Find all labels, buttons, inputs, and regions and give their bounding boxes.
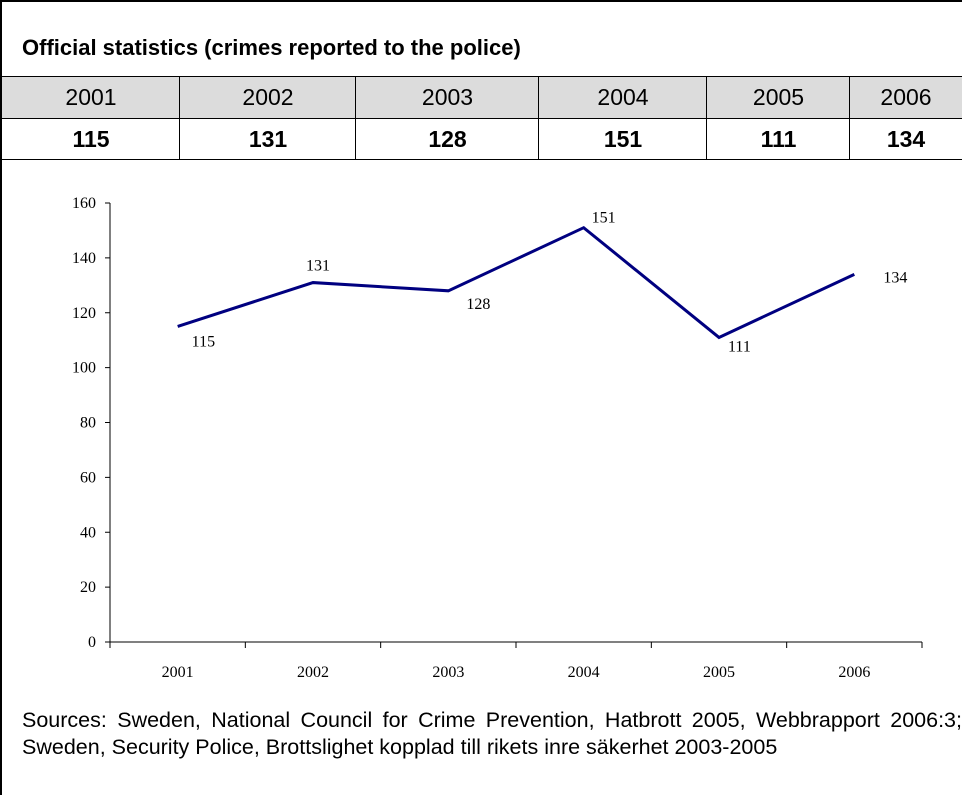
- value-cell: 131: [248, 125, 288, 152]
- table-divider: [706, 77, 707, 160]
- year-cell: 2005: [752, 84, 805, 110]
- data-label: 131: [306, 258, 330, 275]
- sources-note: Sources: Sweden, National Council for Cr…: [22, 708, 962, 759]
- y-tick-label: 100: [72, 360, 96, 377]
- value-cell: 134: [886, 125, 926, 152]
- x-tick-label: 2004: [568, 664, 600, 681]
- x-tick-label: 2003: [432, 664, 464, 681]
- data-label: 111: [728, 338, 751, 355]
- table-divider: [179, 77, 180, 160]
- value-cell: 111: [760, 125, 797, 152]
- x-tick-label: 2002: [297, 664, 329, 681]
- x-tick-label: 2001: [162, 664, 194, 681]
- table-divider: [355, 77, 356, 160]
- y-tick-label: 40: [80, 524, 96, 541]
- line-chart: 0 20 40 60 80 100 120 140 160 2001 2002 2003 2004 200…: [72, 195, 923, 681]
- value-cell: 151: [603, 125, 643, 152]
- y-tick-label: 80: [80, 415, 96, 432]
- data-label: 151: [592, 210, 616, 227]
- x-tick-label: 2006: [838, 664, 870, 681]
- value-cell: 115: [72, 125, 110, 152]
- table-title-row: Official statistics (crimes reported to …: [2, 2, 962, 77]
- year-cell: 2003: [421, 84, 474, 110]
- data-label: 134: [883, 269, 907, 286]
- y-tick-label: 140: [72, 250, 96, 267]
- year-cell: 2004: [597, 84, 649, 110]
- y-tick-label: 160: [72, 195, 96, 212]
- table-divider: [849, 77, 850, 160]
- y-tick-label: 120: [72, 305, 96, 322]
- y-tick-label: 0: [88, 634, 96, 651]
- x-tick-label: 2005: [703, 664, 735, 681]
- table-values-row: 115 131 128 151 111 134: [2, 119, 962, 160]
- series-line: [177, 225, 855, 340]
- table-years-row: 2001 2002 2003 2004 2005 2006: [2, 77, 962, 119]
- value-cell: 128: [428, 125, 467, 152]
- table-divider: [538, 77, 539, 160]
- year-cell: 2001: [65, 84, 117, 110]
- y-tick-label: 60: [80, 469, 96, 486]
- y-tick-label: 20: [80, 579, 96, 596]
- year-cell: 2002: [242, 84, 294, 110]
- table-title: Official statistics (crimes reported to …: [22, 35, 521, 60]
- data-label: 128: [466, 296, 490, 313]
- data-label: 115: [192, 333, 215, 350]
- year-cell: 2006: [880, 84, 932, 110]
